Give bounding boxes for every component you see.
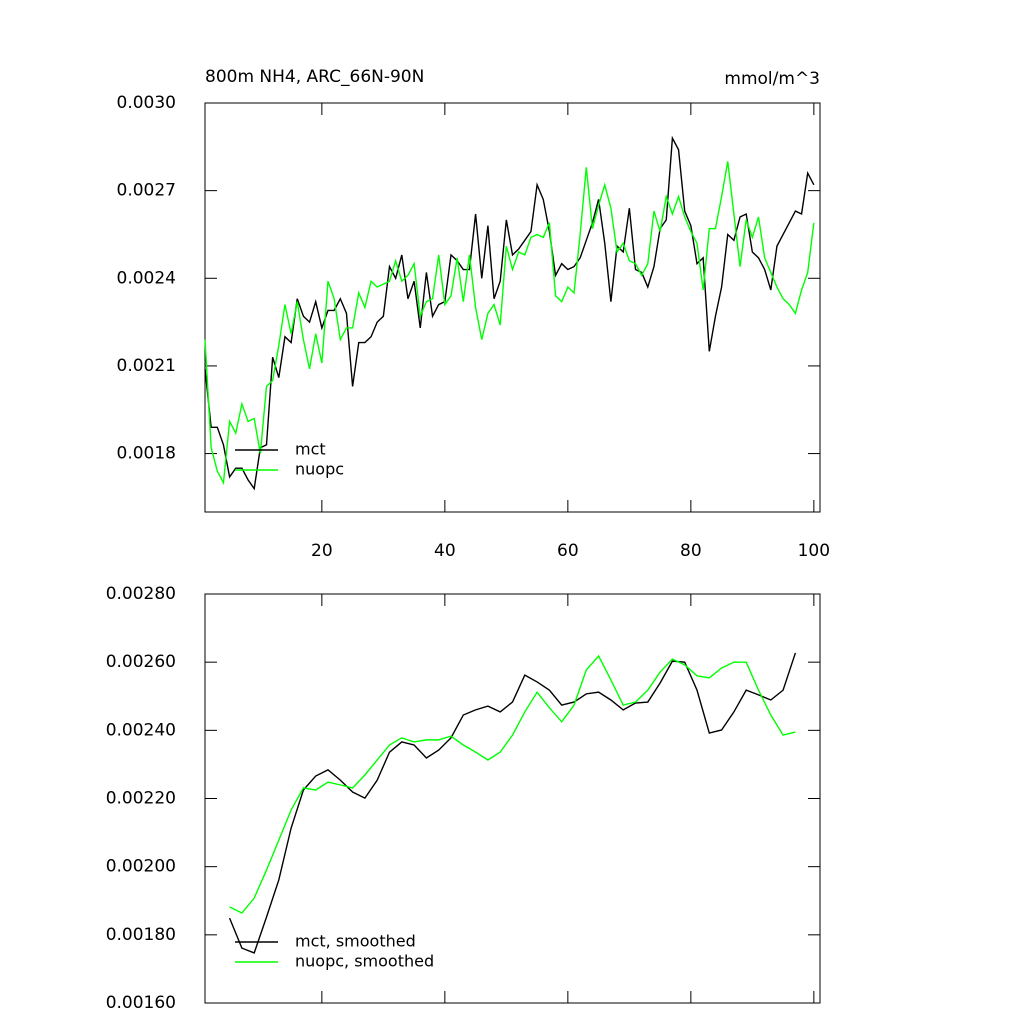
y-tick-label: 0.00280 — [106, 584, 176, 604]
y-tick-label: 0.0021 — [117, 356, 176, 376]
data-line — [228, 652, 797, 954]
data-line — [229, 654, 796, 914]
y-tick-label: 0.00200 — [106, 857, 176, 877]
legend-label: nuopc — [295, 460, 344, 479]
y-tick-label: 0.00240 — [106, 720, 176, 740]
y-tick-label: 0.0027 — [117, 181, 176, 201]
x-tick-label: 100 — [798, 541, 830, 561]
y-tick-label: 0.00220 — [106, 789, 176, 809]
x-tick-label: 80 — [680, 541, 702, 561]
plot-frame — [204, 102, 821, 513]
y-tick-label: 0.0024 — [117, 268, 176, 288]
y-tick-label: 0.00260 — [106, 652, 176, 672]
x-tick-label: 20 — [311, 541, 333, 561]
x-tick-label: 40 — [434, 541, 456, 561]
legend-label: nuopc, smoothed — [295, 952, 434, 971]
data-line — [204, 135, 815, 491]
y-tick-label: 0.0018 — [117, 444, 176, 464]
units-label: mmol/m^3 — [724, 69, 820, 89]
legend-label: mct — [295, 440, 326, 459]
y-tick-label: 0.0030 — [117, 93, 176, 113]
data-line — [204, 161, 815, 486]
x-tick-label: 60 — [557, 541, 579, 561]
y-tick-label: 0.00160 — [106, 993, 176, 1013]
legend-label: mct, smoothed — [295, 932, 416, 951]
y-tick-label: 0.00180 — [106, 925, 176, 945]
chart-title: 800m NH4, ARC_66N-90N — [205, 67, 424, 87]
